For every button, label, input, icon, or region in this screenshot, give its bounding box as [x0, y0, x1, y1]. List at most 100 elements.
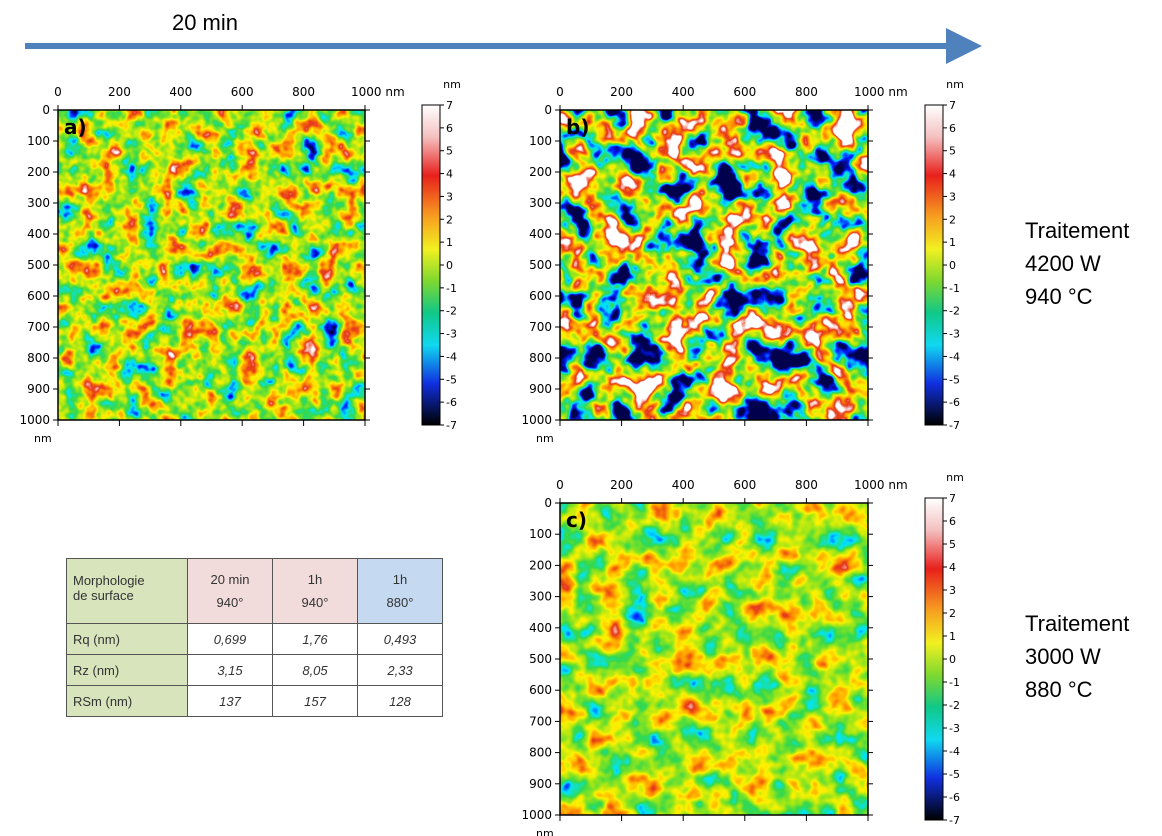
table-row: Rz (nm) 3,15 8,05 2,33: [66, 654, 443, 686]
y-tick-label: 900: [529, 382, 552, 396]
treatment-label: Traitement: [1025, 218, 1129, 243]
colorbar-tick-label: -3: [949, 722, 960, 735]
y-tick-label: 200: [529, 558, 552, 572]
x-tick-label: 0: [556, 85, 564, 99]
colorbar-tick-label: 7: [949, 492, 956, 505]
colorbar-tick-label: 3: [949, 584, 956, 597]
colorbar-unit: nm: [443, 78, 461, 91]
y-tick-label: 100: [529, 134, 552, 148]
colorbar-tick-label: 7: [446, 99, 453, 112]
table-cell: 1h 880°: [357, 558, 443, 624]
cell-text: 940°: [216, 595, 244, 610]
treatment-label: 880 °C: [1025, 677, 1093, 702]
cell-text: 880°: [386, 595, 414, 610]
panel-label: a): [64, 115, 87, 139]
x-tick-label: 400: [672, 478, 695, 492]
y-tick-label: 700: [529, 714, 552, 728]
table-cell: 1,76: [272, 623, 358, 655]
x-tick-label: 400: [672, 85, 695, 99]
x-tick-label: 800: [292, 85, 315, 99]
x-tick-label: 1000 nm: [351, 85, 405, 99]
colorbar-tick-label: 2: [446, 213, 453, 226]
y-tick-label: 800: [529, 746, 552, 760]
y-unit: nm: [536, 432, 554, 445]
y-unit: nm: [34, 432, 52, 445]
y-tick-label: 500: [27, 258, 50, 272]
y-tick-label: 400: [529, 227, 552, 241]
afm-image: [560, 110, 868, 420]
table-cell: 157: [272, 685, 358, 717]
colorbar-tick-label: 6: [949, 515, 956, 528]
colorbar-tick-label: -7: [446, 419, 457, 432]
y-tick-label: 200: [529, 165, 552, 179]
y-tick-label: 400: [27, 227, 50, 241]
colorbar-unit: nm: [946, 471, 964, 484]
y-tick-label: 700: [529, 320, 552, 334]
x-tick-label: 800: [795, 478, 818, 492]
y-tick-label: 600: [529, 289, 552, 303]
y-tick-label: 600: [27, 289, 50, 303]
colorbar-tick-label: 1: [446, 236, 453, 249]
colorbar-tick-label: -6: [446, 396, 457, 409]
cell-text: de surface: [73, 588, 134, 603]
table-cell: 2,33: [357, 654, 443, 686]
afm-image: [58, 110, 365, 420]
y-tick-label: 900: [27, 382, 50, 396]
treatment-label: 940 °C: [1025, 284, 1093, 309]
roughness-table: Morphologie de surface 20 min 940° 1h 940° 1h 8…: [66, 558, 443, 717]
colorbar-tick-label: -2: [446, 305, 457, 318]
cell-text: 20 min: [210, 572, 250, 587]
colorbar-tick-label: -5: [949, 373, 960, 386]
x-tick-label: 1000 nm: [854, 478, 908, 492]
table-cell: 128: [357, 685, 443, 717]
y-tick-label: 100: [27, 134, 50, 148]
colorbar-tick-label: -5: [949, 768, 960, 781]
table-header: Morphologie de surface 20 min 940° 1h 940° 1h 8…: [66, 558, 443, 624]
colorbar-tick-label: 5: [446, 145, 453, 158]
colorbar-tick-label: 6: [446, 122, 453, 135]
colorbar-tick-label: -2: [949, 699, 960, 712]
y-tick-label: 1000: [19, 413, 50, 427]
x-tick-label: 600: [733, 85, 756, 99]
table-cell: 0,699: [187, 623, 273, 655]
y-tick-label: 0: [42, 103, 50, 117]
colorbar-tick-label: -7: [949, 419, 960, 432]
table-cell: Rq (nm): [66, 623, 188, 655]
colorbar-tick-label: 5: [949, 145, 956, 158]
y-tick-label: 300: [529, 590, 552, 604]
colorbar-tick-label: -5: [446, 373, 457, 386]
y-tick-label: 200: [27, 165, 50, 179]
colorbar-tick-label: 3: [446, 190, 453, 203]
colorbar-tick-label: 2: [949, 213, 956, 226]
table-cell: 1h 940°: [272, 558, 358, 624]
y-tick-label: 500: [529, 652, 552, 666]
cell-text: 1h: [392, 572, 408, 587]
colorbar: [924, 104, 944, 426]
colorbar-tick-label: 4: [949, 168, 956, 181]
y-tick-label: 900: [529, 777, 552, 791]
x-tick-label: 200: [610, 85, 633, 99]
panel-label: b): [566, 115, 589, 139]
colorbar-tick-label: 0: [949, 653, 956, 666]
table-cell: 8,05: [272, 654, 358, 686]
colorbar-unit: nm: [946, 78, 964, 91]
table-row: RSm (nm) 137 157 128: [66, 685, 443, 717]
cell-text: 940°: [301, 595, 329, 610]
table-cell: Morphologie de surface: [66, 558, 188, 624]
x-tick-label: 200: [108, 85, 131, 99]
colorbar-tick-label: -4: [949, 745, 960, 758]
colorbar-tick-label: -1: [949, 282, 960, 295]
x-tick-label: 200: [610, 478, 633, 492]
x-tick-label: 0: [54, 85, 62, 99]
y-unit: nm: [536, 827, 554, 836]
colorbar-tick-label: 7: [949, 99, 956, 112]
colorbar: [924, 497, 944, 821]
x-tick-label: 600: [231, 85, 254, 99]
y-tick-label: 0: [544, 496, 552, 510]
table-cell: RSm (nm): [66, 685, 188, 717]
colorbar-tick-label: 4: [949, 561, 956, 574]
colorbar-tick-label: 0: [446, 259, 453, 272]
table-cell: 20 min 940°: [187, 558, 273, 624]
